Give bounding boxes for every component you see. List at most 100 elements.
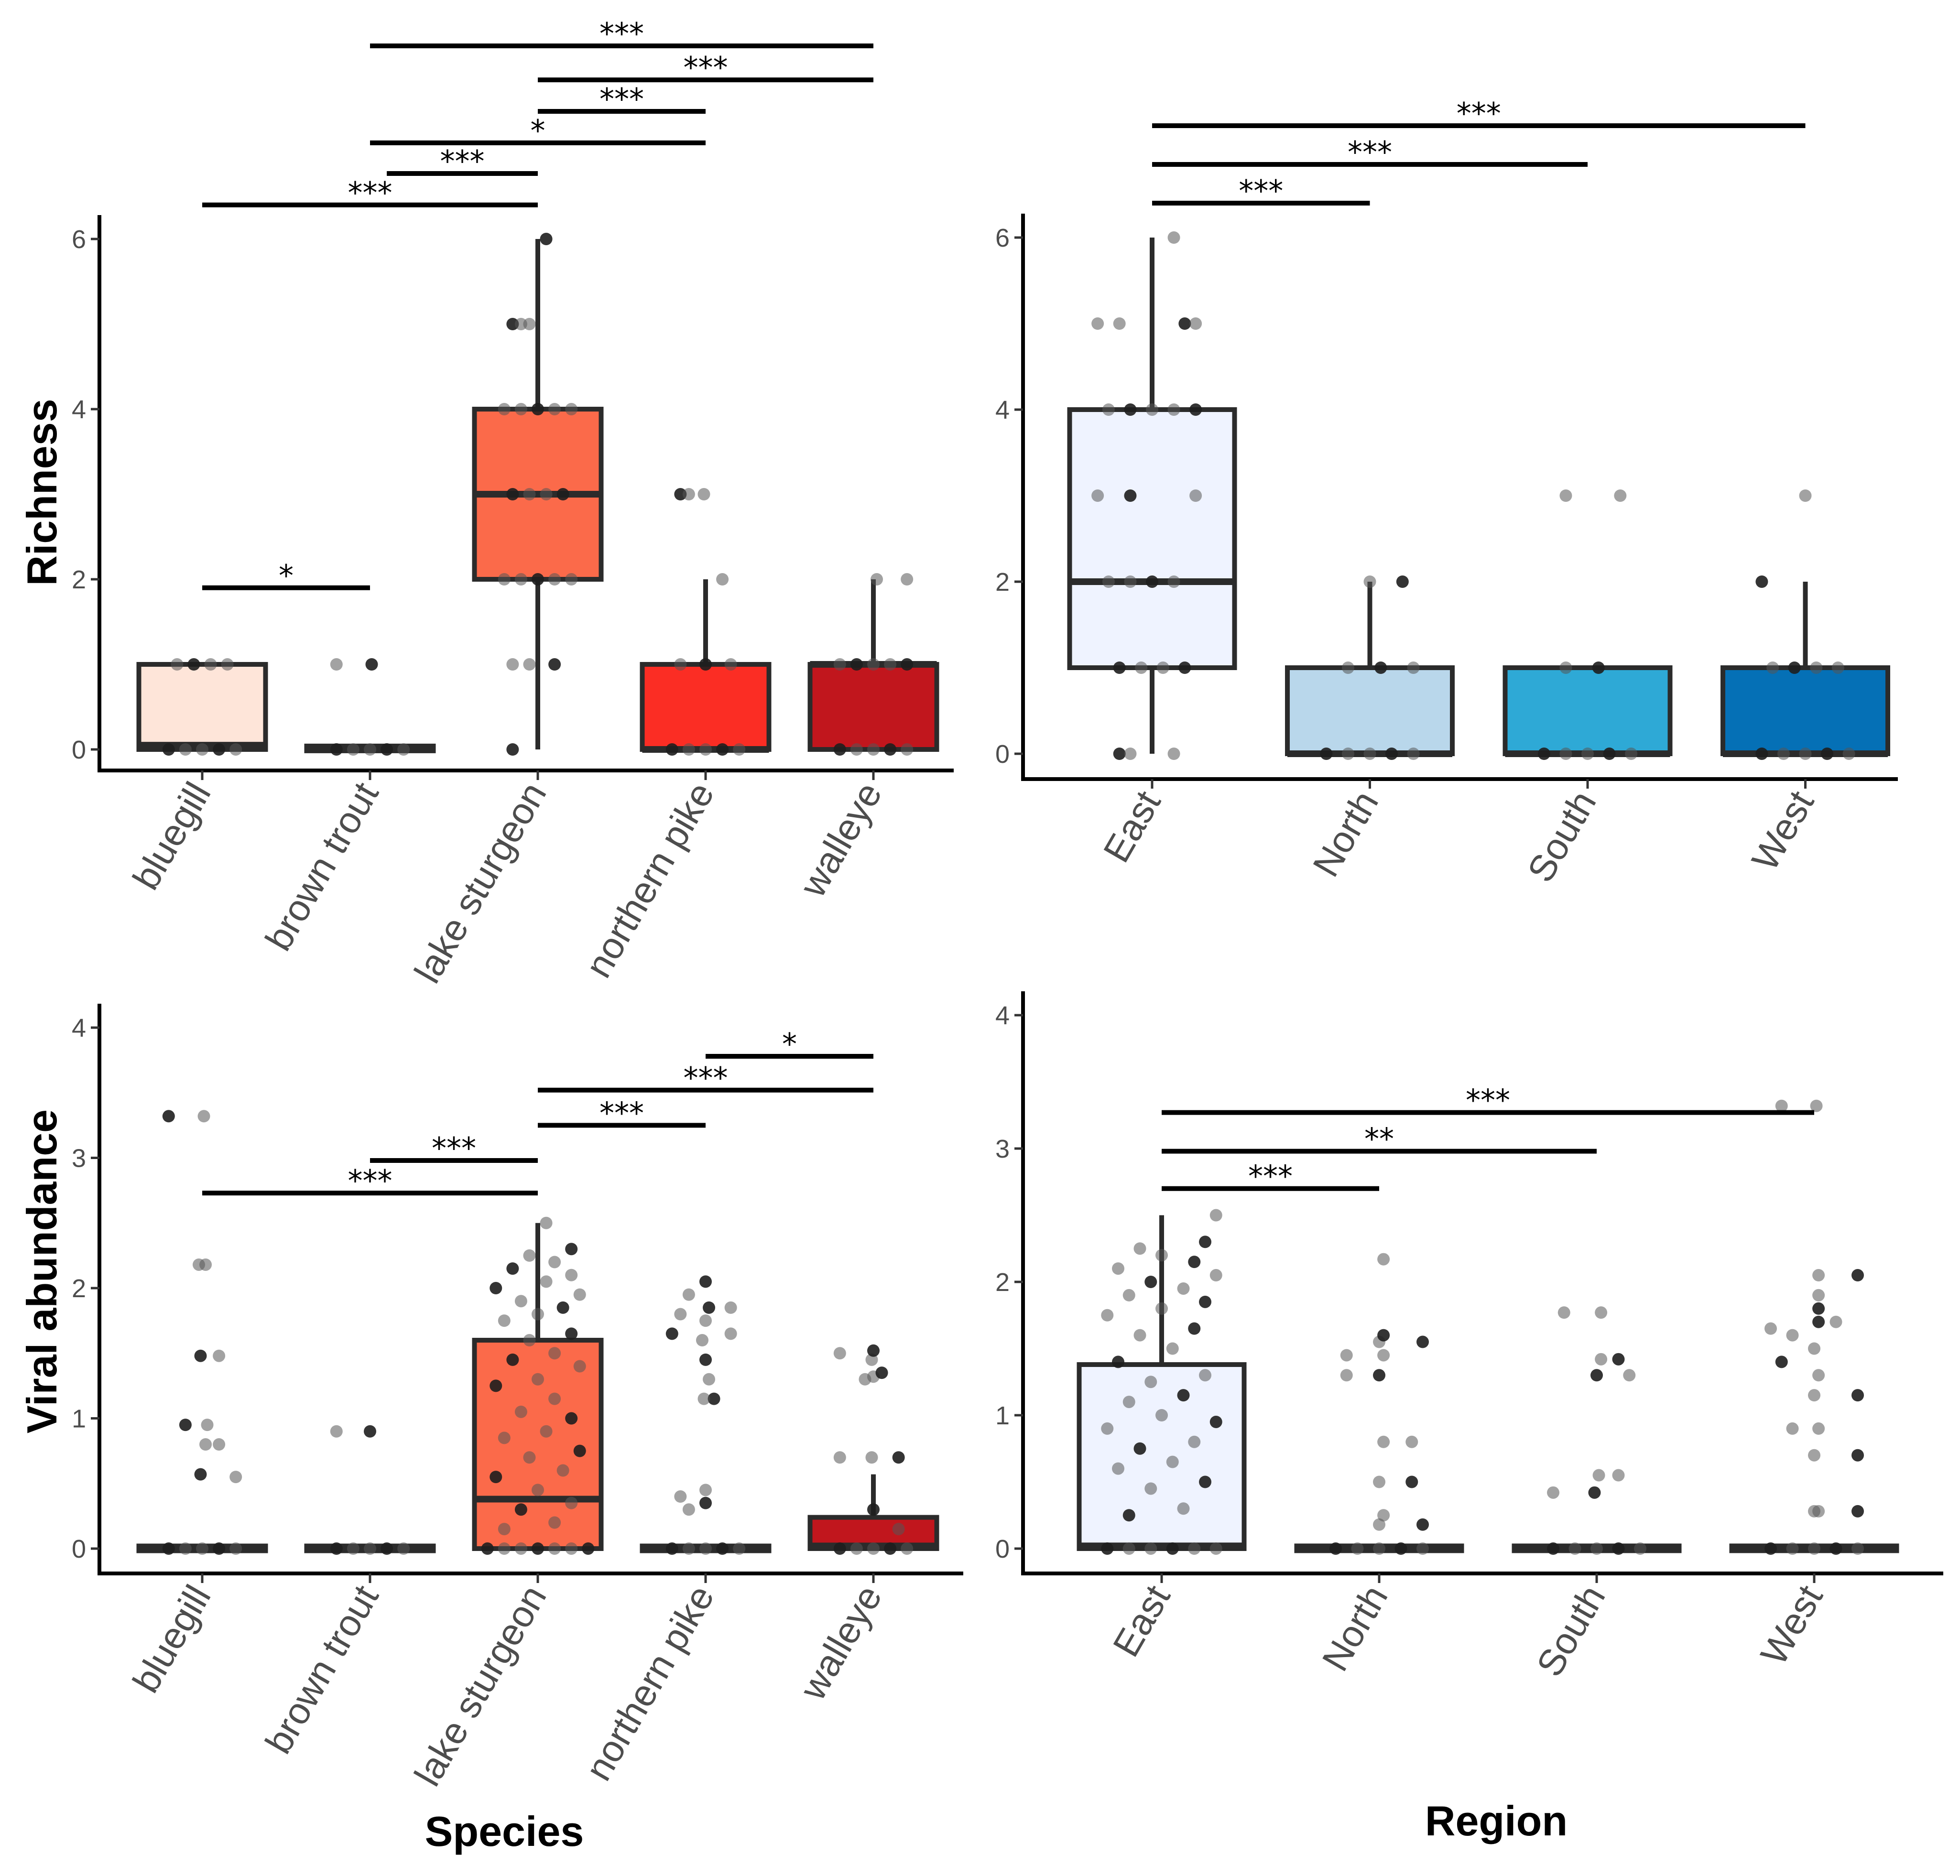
data-point bbox=[1775, 1099, 1788, 1112]
data-point bbox=[1851, 1269, 1864, 1282]
data-point bbox=[1603, 748, 1616, 760]
data-point bbox=[194, 1468, 207, 1481]
data-point bbox=[1777, 748, 1790, 760]
data-point bbox=[514, 573, 527, 586]
data-point bbox=[187, 658, 200, 671]
data-point bbox=[1775, 1355, 1788, 1368]
data-point bbox=[1766, 661, 1779, 674]
data-point bbox=[1634, 1542, 1646, 1555]
data-point bbox=[364, 1542, 376, 1555]
data-point bbox=[582, 1542, 595, 1555]
data-point bbox=[699, 1484, 712, 1496]
data-point bbox=[1124, 403, 1137, 416]
data-point bbox=[1590, 1369, 1603, 1382]
data-point bbox=[665, 1327, 678, 1340]
data-point bbox=[330, 1425, 343, 1438]
data-point bbox=[682, 1288, 695, 1301]
x-tick-label: East bbox=[1095, 783, 1168, 869]
data-point bbox=[1178, 317, 1191, 330]
data-point bbox=[1133, 1329, 1146, 1342]
data-point bbox=[514, 403, 527, 415]
data-point bbox=[1764, 1542, 1777, 1555]
data-point bbox=[1851, 1542, 1864, 1555]
data-point bbox=[229, 1471, 242, 1484]
data-point bbox=[850, 1542, 863, 1555]
data-point bbox=[565, 1542, 578, 1555]
data-point bbox=[523, 658, 536, 671]
data-point bbox=[1810, 661, 1823, 674]
data-point bbox=[498, 1542, 511, 1555]
y-tick-label: 2 bbox=[72, 565, 86, 594]
data-point bbox=[490, 1471, 502, 1484]
data-point bbox=[875, 1366, 888, 1379]
data-point bbox=[213, 1349, 226, 1362]
data-point bbox=[901, 743, 914, 756]
data-point bbox=[540, 1425, 553, 1438]
data-point bbox=[1557, 1306, 1570, 1319]
data-point bbox=[1416, 1518, 1429, 1531]
y-tick-label: 0 bbox=[995, 740, 1010, 769]
data-point bbox=[1407, 748, 1420, 760]
data-point bbox=[703, 1373, 716, 1386]
significance-label: *** bbox=[348, 1163, 392, 1198]
data-point bbox=[1812, 1422, 1825, 1435]
data-point bbox=[1112, 1355, 1124, 1368]
data-point bbox=[901, 1542, 914, 1555]
data-point bbox=[556, 488, 569, 500]
data-point bbox=[1188, 1322, 1201, 1335]
data-point bbox=[699, 1353, 712, 1366]
data-point bbox=[204, 658, 217, 671]
data-point bbox=[1812, 1302, 1825, 1315]
data-point bbox=[1341, 661, 1354, 674]
data-point bbox=[867, 658, 880, 671]
data-point bbox=[1188, 1256, 1201, 1269]
data-point bbox=[1808, 1342, 1820, 1355]
data-point bbox=[490, 1379, 502, 1392]
y-axis-title: Viral abundance bbox=[18, 1109, 65, 1433]
data-point bbox=[565, 1243, 578, 1256]
data-point bbox=[1405, 1475, 1418, 1488]
data-point bbox=[1808, 1389, 1820, 1402]
data-point bbox=[1568, 1542, 1581, 1555]
box bbox=[807, 662, 939, 752]
data-point bbox=[481, 1542, 494, 1555]
data-point bbox=[1199, 1295, 1211, 1308]
significance-label: *** bbox=[684, 1061, 728, 1095]
data-point bbox=[221, 658, 234, 671]
data-point bbox=[565, 1496, 578, 1509]
data-point bbox=[1124, 575, 1137, 588]
data-point bbox=[833, 743, 846, 756]
data-point bbox=[1612, 1353, 1625, 1366]
data-point bbox=[540, 233, 553, 245]
x-tick-label: West bbox=[1752, 1578, 1831, 1672]
significance-label: * bbox=[279, 558, 294, 593]
box bbox=[1503, 665, 1673, 756]
data-point bbox=[1102, 403, 1115, 416]
box bbox=[1077, 1362, 1247, 1551]
data-point bbox=[532, 1542, 544, 1555]
data-point bbox=[1851, 1389, 1864, 1402]
data-point bbox=[1189, 489, 1202, 502]
data-point bbox=[179, 743, 192, 756]
data-point bbox=[548, 1542, 561, 1555]
data-point bbox=[1821, 748, 1834, 760]
y-tick-label: 1 bbox=[72, 1405, 86, 1433]
significance-label: *** bbox=[1466, 1083, 1510, 1118]
data-point bbox=[199, 1438, 212, 1451]
data-point bbox=[201, 1419, 214, 1431]
data-point bbox=[364, 1425, 376, 1438]
y-tick-label: 2 bbox=[995, 568, 1010, 596]
data-point bbox=[1363, 748, 1376, 760]
data-point bbox=[330, 658, 343, 671]
data-point bbox=[1101, 1542, 1114, 1555]
y-tick-label: 4 bbox=[995, 1001, 1010, 1030]
data-point bbox=[1209, 1542, 1222, 1555]
y-tick-label: 4 bbox=[72, 1014, 86, 1042]
significance-label: *** bbox=[440, 144, 485, 179]
data-point bbox=[565, 1327, 578, 1340]
data-point bbox=[1177, 1502, 1190, 1515]
data-point bbox=[724, 1301, 737, 1314]
data-point bbox=[1755, 748, 1768, 760]
y-axis-title: Richness bbox=[18, 399, 65, 586]
